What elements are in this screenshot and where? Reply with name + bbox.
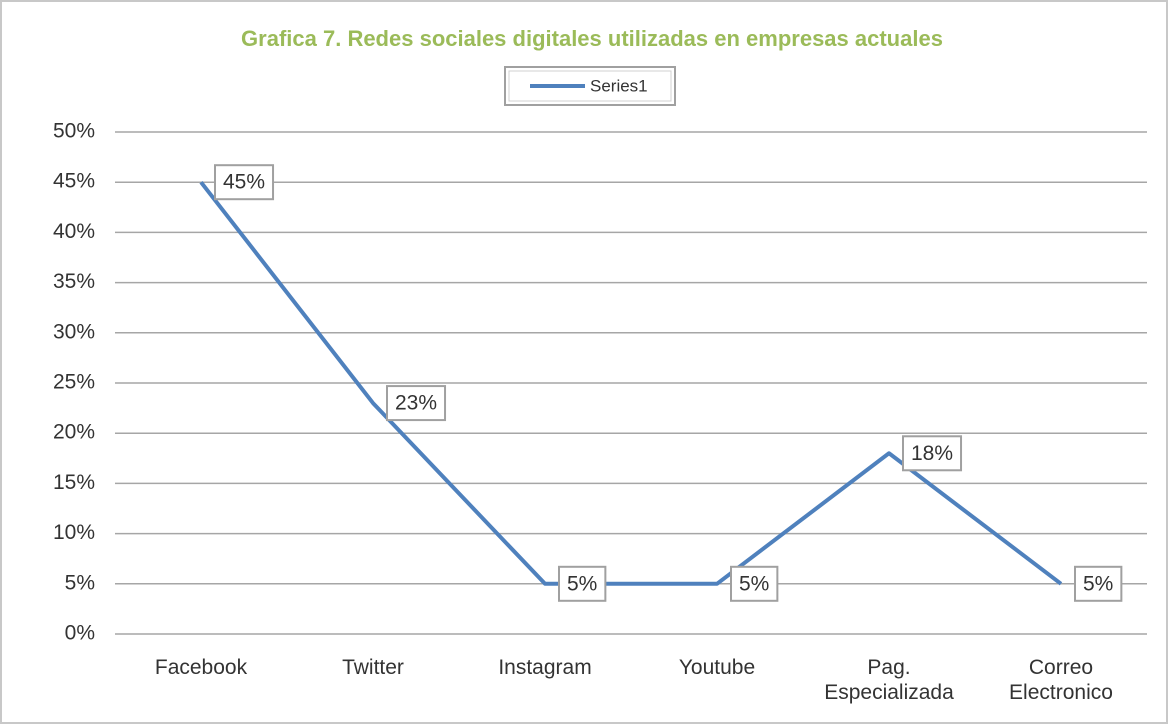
- data-label: 5%: [739, 572, 769, 595]
- y-tick-label: 10%: [53, 521, 95, 544]
- y-tick-label: 15%: [53, 471, 95, 494]
- data-label-box: [386, 385, 447, 422]
- data-label: 18%: [911, 442, 953, 465]
- data-label-box: [730, 565, 779, 602]
- data-label-box: [558, 565, 607, 602]
- legend-inner: [508, 70, 672, 102]
- y-tick-label: 45%: [53, 170, 95, 193]
- x-tick-label: Instagram: [498, 656, 592, 679]
- legend-label: Series1: [590, 76, 648, 95]
- x-tick-label: Twitter: [342, 656, 404, 679]
- y-tick-label: 50%: [53, 120, 95, 143]
- y-tick-label: 40%: [53, 220, 95, 243]
- y-tick-label: 35%: [53, 270, 95, 293]
- line: [199, 180, 1063, 586]
- y-tick-label: 30%: [53, 320, 95, 343]
- y-tick-label: 0%: [65, 622, 95, 645]
- x-tick-label: Youtube: [678, 656, 756, 679]
- x-tick-label: Facebook: [154, 656, 248, 679]
- chart-title: Grafica 7. Redes sociales digitales util…: [241, 26, 943, 51]
- y-tick-label: 5%: [65, 571, 95, 594]
- data-label-box: [1074, 565, 1123, 602]
- data-label: 23%: [395, 392, 437, 415]
- y-tick-label: 20%: [53, 421, 95, 444]
- y-tick-label: 25%: [53, 371, 95, 394]
- data-label: 5%: [1083, 572, 1113, 595]
- x-tick-label: Correo Electronico: [1009, 656, 1113, 704]
- data-label-box: [214, 164, 275, 201]
- x-tick-label: Pag. Especializada: [824, 656, 954, 704]
- data-label: 5%: [567, 572, 597, 595]
- data-label: 45%: [223, 171, 265, 194]
- data-label-box: [902, 435, 963, 472]
